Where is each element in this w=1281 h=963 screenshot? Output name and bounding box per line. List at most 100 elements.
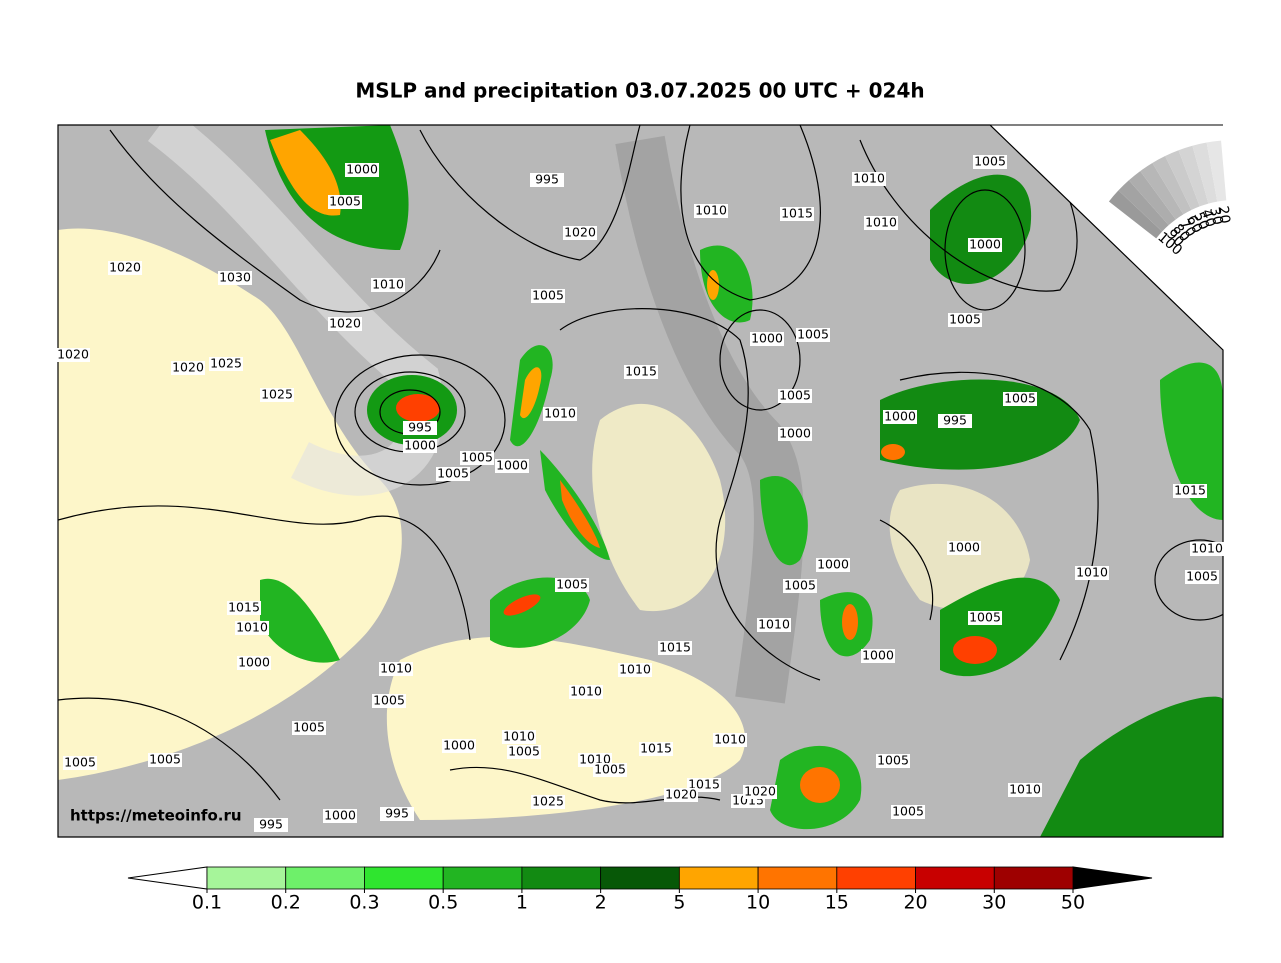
isobar-label-bg xyxy=(968,238,1002,252)
isobar-label: 1005 xyxy=(437,466,469,481)
isobar-label-bg xyxy=(593,763,627,777)
colorbar-swatch xyxy=(600,866,680,890)
isobar-label-bg xyxy=(664,788,698,802)
isobar-label-bg xyxy=(328,195,362,209)
colorbar-swatch xyxy=(364,866,444,890)
isobar-label-bg xyxy=(713,733,747,747)
isobar-label-bg xyxy=(292,721,326,735)
colorbar-tick-label: 20 xyxy=(903,892,927,914)
colorbar-tick-label: 2 xyxy=(595,892,607,914)
cloud-swatch xyxy=(1206,140,1227,202)
isobar-label-bg xyxy=(403,421,437,435)
isobar-label-bg xyxy=(323,809,357,823)
isobar-label-bg xyxy=(624,365,658,379)
isobar-label-bg xyxy=(372,694,406,708)
precip xyxy=(800,767,840,803)
isobar-label: 1005 xyxy=(1004,391,1036,406)
isobar-label: 1015 xyxy=(640,741,672,756)
colorbar-tick-label: 15 xyxy=(825,892,849,914)
isobar-label-bg xyxy=(380,807,414,821)
isobar-label: 1005 xyxy=(293,720,325,735)
isobar-label-bg xyxy=(531,795,565,809)
isobar-label: 1005 xyxy=(779,388,811,403)
isobar-label: 1025 xyxy=(261,387,293,402)
cloud-scale-label: 50 xyxy=(1190,210,1212,233)
isobar-label-bg xyxy=(442,739,476,753)
isobar-label-bg xyxy=(218,271,252,285)
isobar-label: 1015 xyxy=(659,640,691,655)
isobar-label: 1005 xyxy=(556,577,588,592)
isobar-label: 1015 xyxy=(228,600,260,615)
isobar-label: 1000 xyxy=(443,738,475,753)
precip xyxy=(1160,362,1223,520)
isobar-label: 1020 xyxy=(329,316,361,331)
precip xyxy=(842,604,858,640)
isobar-label: 995 xyxy=(385,806,409,821)
isobar-label-bg xyxy=(569,685,603,699)
isobar-label-bg xyxy=(938,414,972,428)
colorbar-tick-label: 50 xyxy=(1061,892,1085,914)
isobar-label: 1000 xyxy=(969,237,1001,252)
isobar-label: 1000 xyxy=(404,438,436,453)
clear-area xyxy=(386,636,746,820)
isobar-label: 995 xyxy=(535,172,559,187)
isobar-label-bg xyxy=(543,407,577,421)
title: MSLP and precipitation 03.07.2025 00 UTC… xyxy=(355,79,924,103)
colorbar-swatch xyxy=(757,866,838,890)
isobar-label: 1020 xyxy=(109,260,141,275)
isobar-label-bg xyxy=(973,155,1007,169)
isobar-label-bg xyxy=(780,207,814,221)
isobar-label-bg xyxy=(502,730,536,744)
isobar-label-bg xyxy=(757,618,791,632)
isobar-label: 1005 xyxy=(1186,569,1218,584)
isobar-label: 1000 xyxy=(884,409,916,424)
isobar-label: 1000 xyxy=(862,648,894,663)
cloud-band xyxy=(615,135,804,704)
isobar-label: 1010 xyxy=(865,215,897,230)
colorbar-tick-label: 1 xyxy=(516,892,528,914)
isobar-label-bg xyxy=(1190,542,1224,556)
colorbar-tick-label: 10 xyxy=(746,892,770,914)
isobar-label: 1005 xyxy=(508,744,540,759)
colorbar-tick-label: 5 xyxy=(673,892,685,914)
isobar-label: 1010 xyxy=(619,662,651,677)
isobar-label-bg xyxy=(883,410,917,424)
isobar-label: 1010 xyxy=(503,729,535,744)
cloud-swatch xyxy=(1118,180,1169,232)
isobar-label-bg xyxy=(796,328,830,342)
isobar-label: 1005 xyxy=(969,610,1001,625)
isobar-label-bg xyxy=(618,663,652,677)
isobar-label-bg xyxy=(108,261,142,275)
map xyxy=(58,125,1223,837)
isobar-label: 995 xyxy=(408,420,432,435)
isobar-label: 1005 xyxy=(329,194,361,209)
isobar-label-bg xyxy=(235,621,269,635)
isobar-label-bg xyxy=(436,467,470,481)
colorbar-tick-label: 0.1 xyxy=(192,892,222,914)
isobar-label: 1000 xyxy=(779,426,811,441)
isobar-label-bg xyxy=(227,601,261,615)
isobar-label-bg xyxy=(379,662,413,676)
isobar-label-bg xyxy=(345,163,379,177)
isobar-label: 1005 xyxy=(797,327,829,342)
isobar-label: 1010 xyxy=(714,732,746,747)
colorbar-swatch xyxy=(521,866,602,890)
cloud-swatch xyxy=(1140,163,1184,220)
clear-area xyxy=(592,403,726,612)
isobar-label: 1000 xyxy=(817,557,849,572)
isobar-label: 1020 xyxy=(57,347,89,362)
isobar-label: 1005 xyxy=(974,154,1006,169)
colorbar-swatch xyxy=(678,866,759,890)
cloud-swatch xyxy=(1152,156,1192,215)
precip xyxy=(520,367,542,419)
isobar-label-bg xyxy=(694,204,728,218)
precip xyxy=(760,476,808,566)
map-frame xyxy=(57,124,1224,838)
cloud-scale-label: 40 xyxy=(1198,207,1219,229)
precip xyxy=(560,480,600,548)
cloud-scale-label: 20 xyxy=(1214,205,1232,225)
colorbar-swatch xyxy=(285,866,365,890)
isobar-label: 1020 xyxy=(744,784,776,799)
